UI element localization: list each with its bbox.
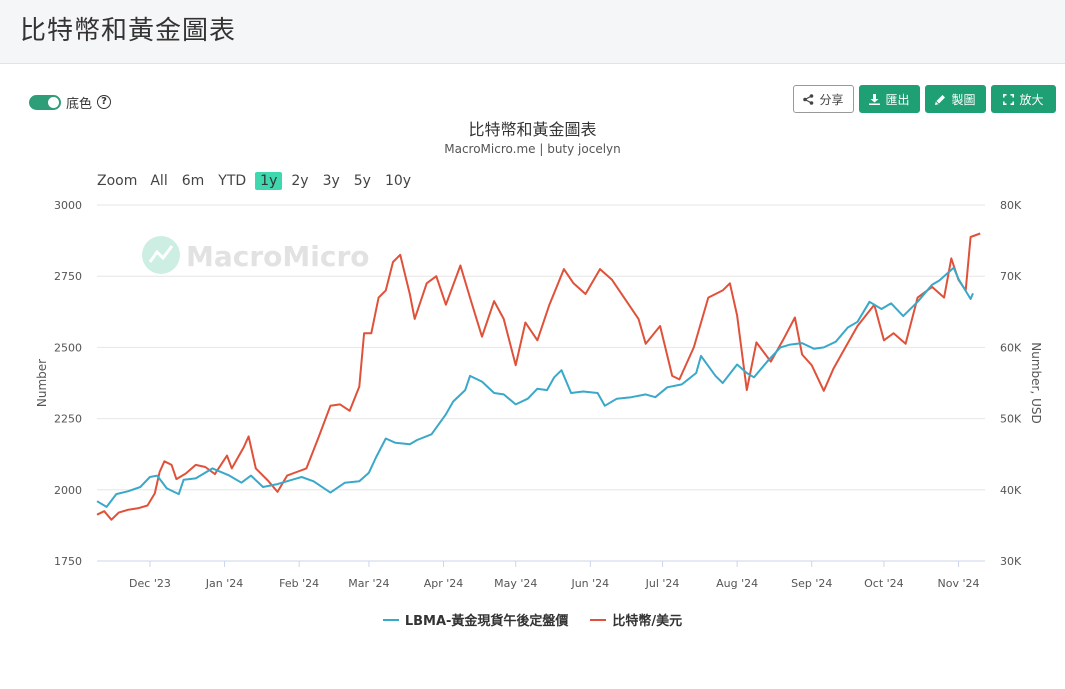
zoom-range-selector: Zoom All 6m YTD 1y 2y 3y 5y 10y <box>97 170 420 192</box>
y-tick-label: 2250 <box>54 413 82 426</box>
toggle-knob <box>48 96 59 108</box>
draw-button-label: 製圖 <box>951 92 976 107</box>
x-tick-label: Aug '24 <box>716 577 758 590</box>
series-line-bitcoin <box>96 232 981 521</box>
zoom-option-3y[interactable]: 3y <box>322 173 340 189</box>
y2-tick-label: 30K <box>1000 555 1022 568</box>
legend-swatch-bitcoin <box>590 618 607 621</box>
y2-tick-label: 50K <box>1000 413 1022 426</box>
y2-axis-title: Number, USD <box>1029 342 1043 423</box>
zoom-option-6m[interactable]: 6m <box>181 173 205 189</box>
x-tick-label: Dec '23 <box>129 577 171 590</box>
y-axis-title: Number <box>35 359 49 407</box>
y2-tick-label: 60K <box>1000 341 1022 354</box>
zoom-option-5y[interactable]: 5y <box>353 173 371 189</box>
legend-swatch-gold <box>382 618 399 621</box>
legend-label-gold: LBMA-黃金現貨午後定盤價 <box>404 614 569 629</box>
share-icon <box>803 93 814 105</box>
download-icon <box>869 93 881 105</box>
x-tick-label: Apr '24 <box>424 577 464 590</box>
background-toggle-label: 底色 <box>66 96 93 112</box>
y2-tick-label: 80K <box>1000 199 1022 212</box>
zoom-button[interactable]: 放大 <box>991 85 1056 113</box>
y-tick-label: 2000 <box>54 484 82 497</box>
x-tick-label: Jan '24 <box>205 577 243 590</box>
watermark-text: MacroMicro <box>186 240 370 273</box>
legend-item-bitcoin[interactable]: 比特幣/美元 <box>590 610 682 629</box>
background-toggle-group: 底色 ? <box>29 92 112 112</box>
x-tick-label: Oct '24 <box>864 577 904 590</box>
x-tick-label: Mar '24 <box>348 577 389 590</box>
page-header: 比特幣和黃金圖表 <box>0 0 1065 64</box>
series-line-gold <box>96 266 974 508</box>
watermark-logo-mark <box>148 245 174 263</box>
chart-title: 比特幣和黃金圖表 <box>468 120 597 139</box>
x-tick-label: Jul '24 <box>645 577 680 590</box>
expand-icon <box>1003 93 1015 105</box>
page-title: 比特幣和黃金圖表 <box>20 16 237 46</box>
draw-button[interactable]: 製圖 <box>925 85 986 113</box>
zoom-option-2y[interactable]: 2y <box>291 173 309 189</box>
zoom-option-1y[interactable]: 1y <box>255 172 283 190</box>
legend-label-bitcoin: 比特幣/美元 <box>612 614 683 629</box>
x-tick-label: May '24 <box>494 577 537 590</box>
pencil-icon <box>935 94 946 105</box>
chart-subtitle: MacroMicro.me | buty jocelyn <box>444 142 621 156</box>
x-tick-label: Nov '24 <box>938 577 980 590</box>
y-tick-label: 1750 <box>54 555 82 568</box>
y-tick-label: 2500 <box>54 341 82 354</box>
y2-tick-label: 70K <box>1000 270 1022 283</box>
background-toggle[interactable] <box>29 94 61 110</box>
help-icon[interactable]: ? <box>97 95 112 109</box>
zoom-button-label: 放大 <box>1019 92 1044 107</box>
zoom-option-10y[interactable]: 10y <box>384 173 412 189</box>
zoom-label: Zoom <box>97 173 138 189</box>
share-button[interactable]: 分享 <box>793 85 854 113</box>
chart-plot: MacroMicro 1750 30K 2000 40K 2250 50K 2500 60K 2… <box>35 199 1043 590</box>
zoom-option-all[interactable]: All <box>150 173 168 189</box>
x-tick-label: Feb '24 <box>279 577 319 590</box>
share-button-label: 分享 <box>819 92 844 107</box>
chart-legend: LBMA-黃金現貨午後定盤價 比特幣/美元 <box>0 610 1065 629</box>
y2-tick-label: 40K <box>1000 484 1022 497</box>
watermark: MacroMicro <box>142 236 370 274</box>
x-tick-label: Jun '24 <box>570 577 609 590</box>
export-button[interactable]: 匯出 <box>859 85 920 113</box>
zoom-option-ytd[interactable]: YTD <box>218 173 247 189</box>
y-tick-label: 3000 <box>54 199 82 212</box>
legend-item-gold[interactable]: LBMA-黃金現貨午後定盤價 <box>382 610 569 629</box>
x-tick-label: Sep '24 <box>791 577 832 590</box>
y-tick-label: 2750 <box>54 270 82 283</box>
export-button-label: 匯出 <box>885 92 910 107</box>
